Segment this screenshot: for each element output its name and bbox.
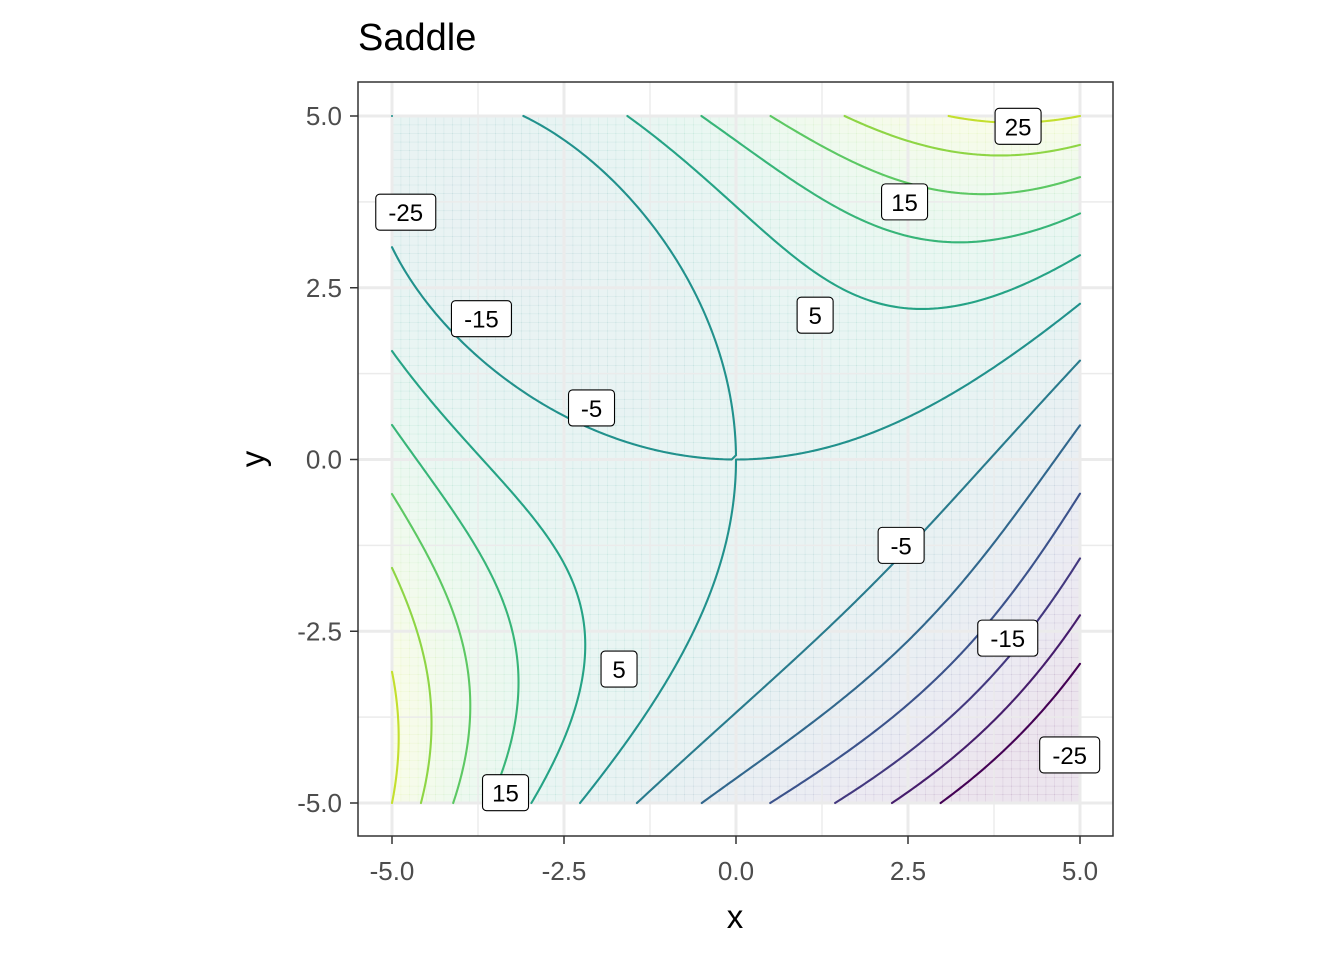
contour-label-text: -15 (464, 307, 499, 334)
contour-line-neg-25 (890, 614, 1082, 805)
contour-label: -5 (567, 389, 616, 427)
contour-line-neg-10 (700, 424, 1082, 805)
y-axis-tick-label: 2.5 (306, 273, 342, 303)
contour-label-text: -5 (581, 396, 602, 423)
contour-label: -5 (877, 526, 925, 564)
contour-label-text: 5 (808, 303, 821, 330)
contour-label-box (600, 650, 638, 688)
contour-lines (390, 114, 1082, 805)
contour-label-box (994, 107, 1042, 145)
contour-label-text: 25 (1005, 114, 1032, 141)
contour-label: -15 (450, 300, 512, 338)
x-axis-tick-label: 5.0 (1062, 856, 1098, 886)
y-axis-tick-label: -5.0 (297, 788, 342, 818)
x-axis-tick-label: -2.5 (542, 856, 587, 886)
contour-label: -25 (375, 193, 437, 231)
contour-line-neg-5 (635, 359, 1082, 805)
contour-label-box (481, 774, 530, 812)
plot-panel (358, 82, 1113, 836)
contour-label-box (881, 183, 929, 221)
contour-line-neg-15 (769, 492, 1082, 805)
contour-line-0 (390, 114, 1082, 805)
y-axis-tick-label: 5.0 (306, 101, 342, 131)
x-axis-title: x (727, 898, 744, 935)
y-axis-tick-label: 0.0 (306, 445, 342, 475)
contour-label-layer: 25 15 5 -25 -15 -5 -5 -15 -25 5 15 (375, 107, 1101, 812)
contour-line-neg-30 (939, 662, 1082, 805)
contour-line-20 (390, 114, 1082, 805)
grid-lines (358, 82, 1113, 836)
contour-label-box (567, 389, 616, 427)
contour-label-text: 15 (891, 190, 918, 217)
x-axis-tick-label: -5.0 (370, 856, 415, 886)
x-axis-tick-label: 2.5 (890, 856, 926, 886)
contour-label: 25 (994, 107, 1042, 145)
contour-label-box (375, 193, 437, 231)
contour-label: 15 (481, 774, 530, 812)
contour-label-text: -25 (388, 200, 423, 227)
contour-label-box (977, 619, 1039, 657)
contour-label-text: -5 (890, 533, 911, 560)
x-axis-tick-label: 0.0 (718, 856, 754, 886)
contour-label: -25 (1039, 736, 1101, 774)
contour-label-box (450, 300, 512, 338)
y-axis-tick-label: -2.5 (297, 616, 342, 646)
y-axis-title: y (234, 450, 271, 467)
contour-label-box (1039, 736, 1101, 774)
contour-label-text: -25 (1052, 743, 1087, 770)
axes-layer: -5.0 -2.5 0.0 2.5 5.0 -5.0 -2.5 0.0 2.5 5.0 (297, 81, 1114, 886)
contour-label-text: 15 (492, 781, 519, 808)
contour-label: 5 (600, 650, 638, 688)
contour-label-text: -15 (990, 626, 1025, 653)
contour-label: 15 (881, 183, 929, 221)
contour-line-5 (390, 114, 1082, 805)
contour-label: 5 (796, 296, 834, 334)
contour-label-box (877, 526, 925, 564)
contour-label: -15 (977, 619, 1039, 657)
contour-label-text: 5 (612, 657, 625, 684)
chart-title: Saddle (358, 17, 476, 59)
contour-label-box (796, 296, 834, 334)
